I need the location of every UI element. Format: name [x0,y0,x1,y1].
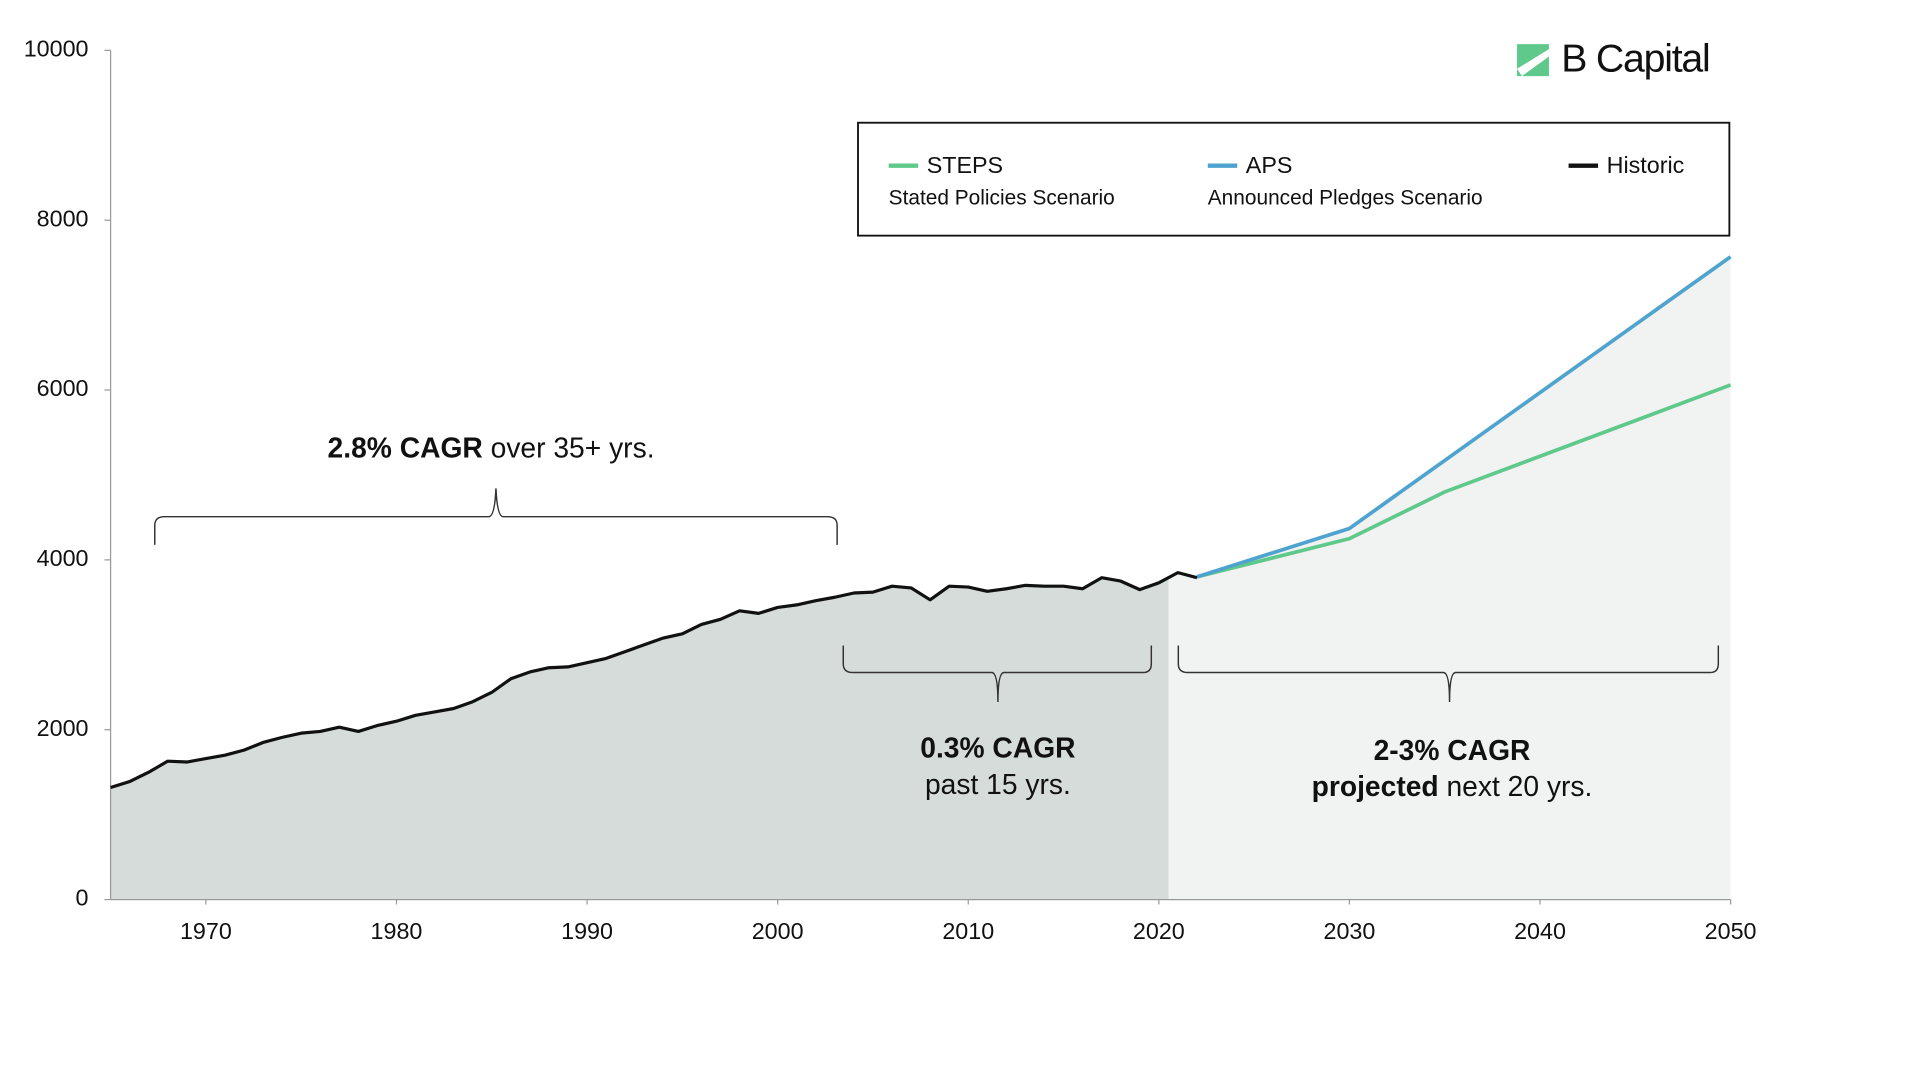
legend-label: APS [1246,152,1293,178]
y-tick-label: 2000 [37,715,89,741]
legend-label: STEPS [927,152,1003,178]
annotation: projected next 20 yrs. [1312,771,1593,803]
annotation-bold: 2.8% CAGR [328,432,483,464]
y-tick-label: 6000 [37,375,89,401]
projection-area [1168,256,1731,900]
series-line [110,571,1198,790]
annotation-text: over 35+ yrs. [483,432,655,464]
x-tick-label: 2020 [1133,918,1185,944]
x-tick-label: 1980 [371,918,423,944]
historic-area [110,577,1169,900]
x-tick-label: 1990 [561,918,613,944]
series-line [1196,255,1732,579]
x-tick-label: 2030 [1324,918,1376,944]
x-tick-label: 2050 [1705,918,1757,944]
logo-text: B Capital [1561,37,1709,81]
x-tick-label: 1970 [180,918,232,944]
annotation-bold: 2-3% CAGR [1374,734,1531,766]
y-tick-label: 4000 [37,545,89,571]
brace [154,488,838,545]
y-tick-label: 10000 [24,35,89,61]
y-tick-label: 0 [76,885,89,911]
logo-icon-cut [1517,49,1549,77]
annotation: 2.8% CAGR over 35+ yrs. [328,432,655,464]
brace [1177,645,1720,703]
brace [842,645,1153,703]
x-tick-label: 2000 [752,918,804,944]
series-line [1196,383,1732,579]
annotation-text: next 20 yrs. [1439,771,1593,803]
annotation-bold: projected [1312,771,1439,803]
logo: B Capital [1517,37,1711,81]
legend-box [857,121,1731,237]
legend-description: Announced Pledges Scenario [1208,186,1483,209]
y-tick-label: 8000 [37,205,89,231]
x-tick-label: 2040 [1514,918,1566,944]
legend-label: Historic [1607,152,1685,178]
x-tick-label: 2010 [942,918,994,944]
legend-description: Stated Policies Scenario [889,186,1115,209]
annotation-bold: 0.3% CAGR [920,731,1075,763]
annotation-text: past 15 yrs. [925,768,1071,800]
